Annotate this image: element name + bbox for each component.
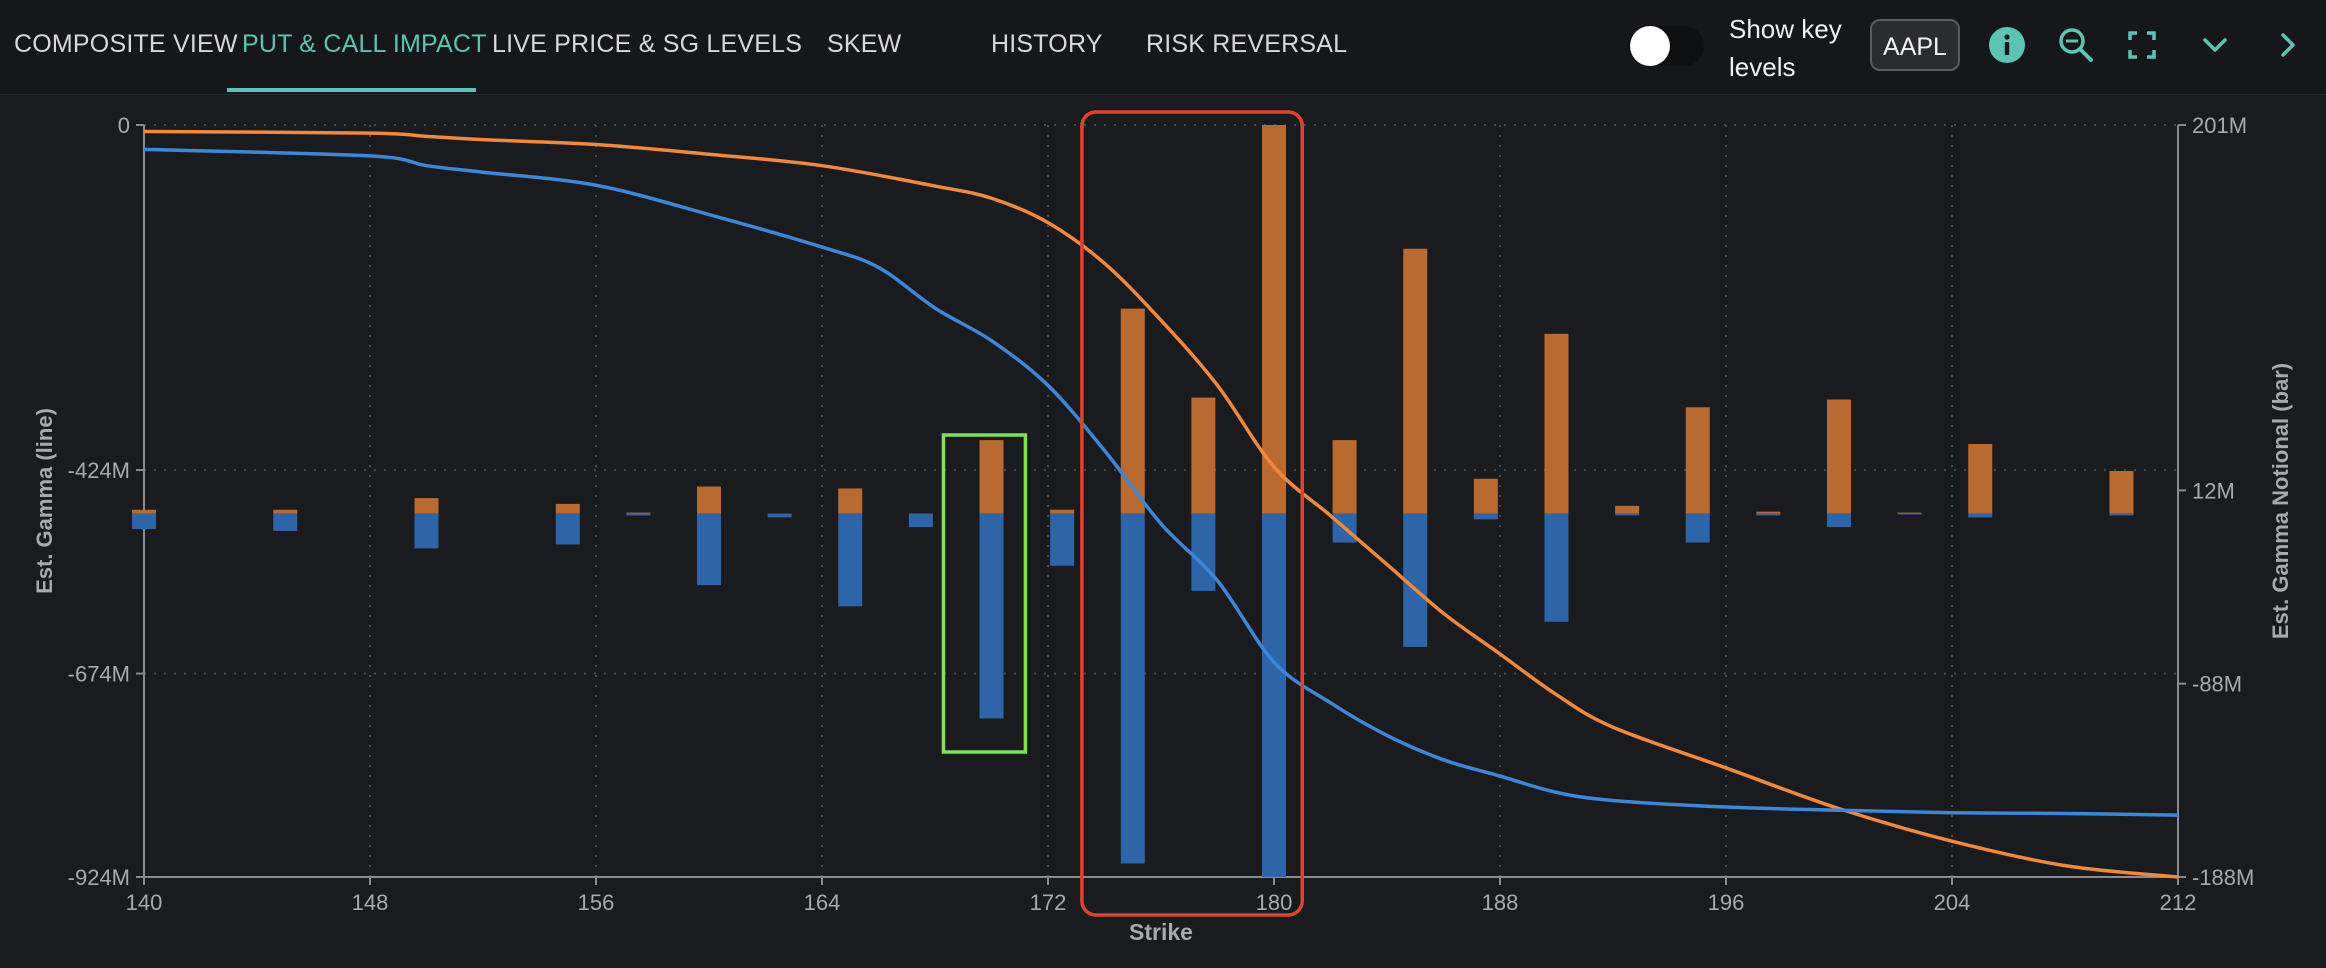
show-key-levels-label: Show key levels bbox=[1729, 14, 1842, 82]
axes-layer bbox=[136, 124, 2186, 885]
x-tick-label: 164 bbox=[804, 890, 841, 915]
x-tick-label: 156 bbox=[578, 890, 615, 915]
put-bar bbox=[697, 513, 721, 586]
put-bar bbox=[273, 513, 298, 531]
blue-gamma-line bbox=[143, 147, 2179, 817]
x-tick-label: 148 bbox=[352, 890, 389, 915]
annotation-layer bbox=[941, 110, 1305, 917]
x-axis-title: Strike bbox=[1129, 919, 1193, 945]
call-bar bbox=[273, 509, 298, 514]
chevron-down-icon[interactable] bbox=[2195, 25, 2235, 65]
call-bar bbox=[697, 486, 721, 514]
call-bar bbox=[1544, 333, 1569, 514]
y-right-tick-label: -88M bbox=[2192, 672, 2242, 697]
info-icon[interactable] bbox=[1987, 25, 2027, 65]
orange-gamma-line bbox=[143, 129, 2179, 879]
y-left-tick-label: -424M bbox=[68, 458, 130, 483]
y-right-tick-label: 201M bbox=[2192, 113, 2247, 138]
put-bar bbox=[132, 513, 156, 530]
put-bar bbox=[767, 513, 792, 518]
put-bar bbox=[1120, 513, 1145, 864]
tab-risk-reversal[interactable]: RISK REVERSAL bbox=[1146, 30, 1348, 58]
call-bar bbox=[555, 503, 580, 514]
fullscreen-icon[interactable] bbox=[2122, 25, 2162, 65]
call-bar bbox=[1473, 478, 1498, 514]
put-bar bbox=[1827, 513, 1851, 528]
call-bar bbox=[1050, 509, 1075, 514]
put-bar bbox=[838, 513, 863, 607]
call-bar bbox=[1191, 397, 1216, 514]
y-left-axis-title: Est. Gamma (line) bbox=[32, 408, 57, 594]
put-bar bbox=[414, 513, 439, 549]
call-bar bbox=[838, 488, 863, 514]
tab-history[interactable]: HISTORY bbox=[991, 30, 1103, 58]
y-right-tick-label: -188M bbox=[2192, 865, 2254, 890]
x-tick-label: 204 bbox=[1934, 890, 1971, 915]
put-bar bbox=[908, 513, 933, 528]
toggle-knob bbox=[1630, 26, 1670, 66]
tab-skew[interactable]: SKEW bbox=[827, 30, 902, 58]
bars-layer bbox=[132, 125, 2134, 877]
x-tick-label: 180 bbox=[1256, 890, 1293, 915]
grid-layer bbox=[144, 124, 2178, 877]
put-bar bbox=[1756, 513, 1781, 516]
call-bar bbox=[132, 509, 156, 514]
call-bar bbox=[1685, 407, 1710, 514]
put-bar bbox=[1544, 513, 1569, 622]
put-bar bbox=[1050, 513, 1075, 566]
call-bar bbox=[1120, 308, 1145, 514]
x-tick-label: 212 bbox=[2160, 890, 2197, 915]
labels-layer: 140 148 156 164 172 180 188 196 204 212 0 -424M -674… bbox=[32, 113, 2293, 945]
call-bar bbox=[2109, 471, 2134, 514]
put-bar bbox=[979, 513, 1004, 719]
put-call-impact-chart: 140 148 156 164 172 180 188 196 204 212 0 -424M -674… bbox=[32, 110, 2293, 945]
call-bar bbox=[414, 498, 439, 514]
x-tick-label: 172 bbox=[1030, 890, 1067, 915]
show-key-levels-toggle[interactable] bbox=[1628, 26, 1704, 66]
y-right-tick-label: 12M bbox=[2192, 478, 2235, 503]
y-left-tick-label: 0 bbox=[118, 113, 130, 138]
call-bar bbox=[1615, 505, 1640, 514]
x-tick-label: 140 bbox=[126, 890, 163, 915]
put-bar bbox=[1262, 513, 1286, 877]
y-left-tick-label: -674M bbox=[68, 662, 130, 687]
chevron-right-icon[interactable] bbox=[2268, 25, 2308, 65]
green-highlight-box bbox=[941, 433, 1028, 754]
tab-live-price-sg-levels[interactable]: LIVE PRICE & SG LEVELS bbox=[492, 30, 803, 58]
call-bar bbox=[1756, 511, 1781, 514]
call-bar bbox=[1262, 125, 1286, 514]
put-bar bbox=[1615, 513, 1640, 516]
y-right-axis-title: Est. Gamma Notional (bar) bbox=[2268, 363, 2293, 639]
x-tick-label: 196 bbox=[1708, 890, 1745, 915]
lines-layer bbox=[143, 129, 2179, 879]
call-bar bbox=[1897, 512, 1922, 514]
put-bar bbox=[2109, 513, 2134, 516]
ticker-button[interactable]: AAPL bbox=[1870, 19, 1960, 71]
zoom-out-icon[interactable] bbox=[2056, 25, 2096, 65]
put-bar bbox=[1191, 513, 1216, 591]
tab-composite-view[interactable]: COMPOSITE VIEW bbox=[14, 30, 238, 58]
put-bar bbox=[555, 513, 580, 545]
put-bar bbox=[1473, 513, 1498, 520]
call-bar bbox=[626, 512, 651, 514]
y-left-tick-label: -924M bbox=[68, 865, 130, 890]
active-tab-underline bbox=[227, 88, 476, 92]
put-bar bbox=[1685, 513, 1710, 543]
tab-put-call-impact[interactable]: PUT & CALL IMPACT bbox=[242, 30, 487, 58]
call-bar bbox=[979, 440, 1004, 514]
call-bar bbox=[1332, 440, 1357, 514]
call-bar bbox=[1968, 443, 1993, 514]
call-bar bbox=[1403, 248, 1428, 514]
top-navigation-bar: COMPOSITE VIEW PUT & CALL IMPACT LIVE PR… bbox=[0, 0, 2326, 95]
put-bar bbox=[626, 513, 651, 516]
red-highlight-box bbox=[1080, 110, 1305, 917]
call-bar bbox=[1827, 399, 1851, 514]
put-bar bbox=[1968, 513, 1993, 518]
put-bar bbox=[1897, 513, 1922, 515]
x-tick-label: 188 bbox=[1482, 890, 1519, 915]
